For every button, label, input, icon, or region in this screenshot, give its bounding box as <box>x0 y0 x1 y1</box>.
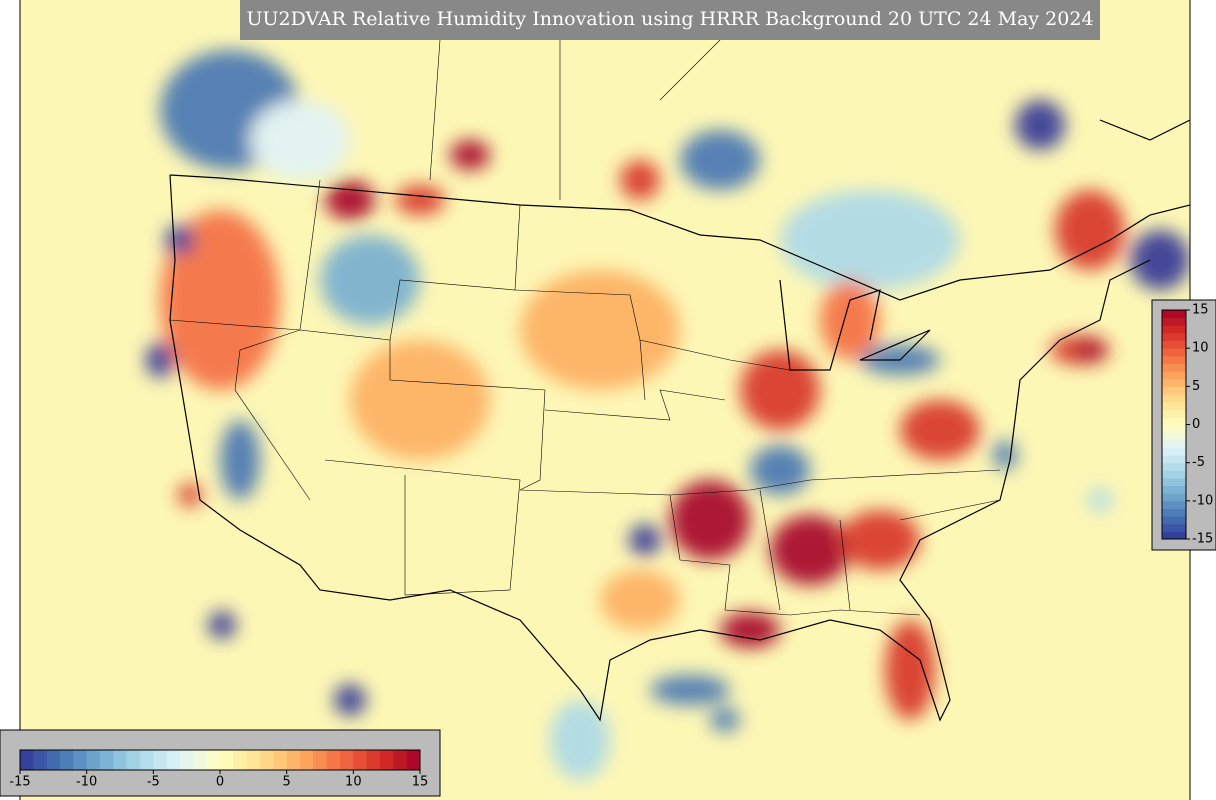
colorbar-segment <box>1162 508 1186 517</box>
colorbar-segment <box>113 750 128 770</box>
colorbar-segment <box>180 750 194 770</box>
colorbar-segment <box>1162 493 1186 502</box>
tick-label: 5 <box>283 775 291 790</box>
colorbar-segment <box>166 750 181 770</box>
colorbar-segment <box>326 750 341 770</box>
colorbar-segment <box>140 750 154 770</box>
colorbar-segment <box>100 750 114 770</box>
colorbar-segment <box>46 750 61 770</box>
tick-label: 10 <box>1192 341 1209 356</box>
colorbar-segment <box>1162 455 1186 464</box>
tick-label: 15 <box>412 775 429 790</box>
colorbar-segment <box>1162 462 1186 471</box>
colorbar-segment <box>33 750 48 770</box>
colorbar-segment <box>206 750 221 770</box>
colorbar-segment <box>1162 531 1186 540</box>
colorbar-segment <box>1162 432 1186 441</box>
tick-label: -15 <box>1192 532 1213 547</box>
tick-label: -5 <box>147 775 160 790</box>
colorbar-segment <box>86 750 101 770</box>
colorbar-segment <box>1162 424 1186 433</box>
title: UU2DVAR Relative Humidity Innovation usi… <box>246 8 1093 30</box>
colorbar-segment <box>1162 371 1186 380</box>
colorbar-segment <box>20 750 34 770</box>
colorbar-segment <box>366 750 381 770</box>
tick-label: -10 <box>1192 493 1213 508</box>
title-box <box>240 0 1100 40</box>
colorbar-segment <box>273 750 288 770</box>
colorbar-segment <box>1162 378 1186 387</box>
colorbar-segment <box>1162 470 1186 479</box>
colorbar-segment <box>233 750 248 770</box>
colorbar-segment <box>1162 348 1186 357</box>
colorbar-segment <box>1162 340 1186 349</box>
colorbar-segment <box>1162 325 1186 334</box>
tick-label: -15 <box>9 775 30 790</box>
tick-label: -5 <box>1192 455 1205 470</box>
colorbar-segment <box>1162 516 1186 525</box>
colorbar-segment <box>1162 355 1186 364</box>
tick-label: 10 <box>345 775 362 790</box>
colorbar-segment <box>73 750 88 770</box>
colorbar-segment <box>60 750 74 770</box>
colorbar-segment <box>393 750 408 770</box>
colorbar-segment <box>380 750 394 770</box>
tick-label: -10 <box>76 775 97 790</box>
state-lines <box>169 39 1001 616</box>
colorbar-segment <box>1162 416 1186 425</box>
colorbar-segment <box>220 750 234 770</box>
tick-label: 0 <box>1192 417 1200 432</box>
colorbar-segment <box>1162 409 1186 418</box>
colorbar-segment <box>1162 523 1186 532</box>
vertical-colorbar: 15 10 5 0 -5 -10 -15 <box>1161 303 1213 547</box>
colorbar-segment <box>260 750 274 770</box>
colorbar-segment <box>340 750 354 770</box>
tick-label: 5 <box>1192 379 1200 394</box>
colorbar-segment <box>313 750 328 770</box>
colorbar-segment <box>1162 310 1186 319</box>
colorbar-segment <box>300 750 314 770</box>
colorbar-segment <box>1162 363 1186 372</box>
colorbar-segment <box>1162 393 1186 403</box>
tick-label: 15 <box>1192 303 1209 318</box>
colorbar-segment <box>193 750 208 770</box>
colorbar-segment <box>1162 477 1186 487</box>
colorbar-segment <box>153 750 168 770</box>
map <box>20 0 1190 800</box>
colorbar-segment <box>126 750 141 770</box>
colorbar-segment <box>1162 447 1186 456</box>
horizontal-colorbar: -15 -10 -5 0 5 10 15 <box>9 749 429 790</box>
tick-label: 0 <box>216 775 224 790</box>
colorbar-segment <box>406 750 421 770</box>
colorbar-segment <box>286 750 301 770</box>
colorbar-segment <box>1162 386 1186 395</box>
colorbar-segment <box>1162 500 1186 509</box>
colorbar-segment <box>246 750 261 770</box>
colorbar-segment <box>1162 317 1186 326</box>
colorbar-segment <box>1162 401 1186 410</box>
colorbar-segment <box>1162 485 1186 494</box>
colorbar-segment <box>1162 332 1186 342</box>
colorbar-segment <box>1162 439 1186 448</box>
colorbar-segment <box>353 750 368 770</box>
